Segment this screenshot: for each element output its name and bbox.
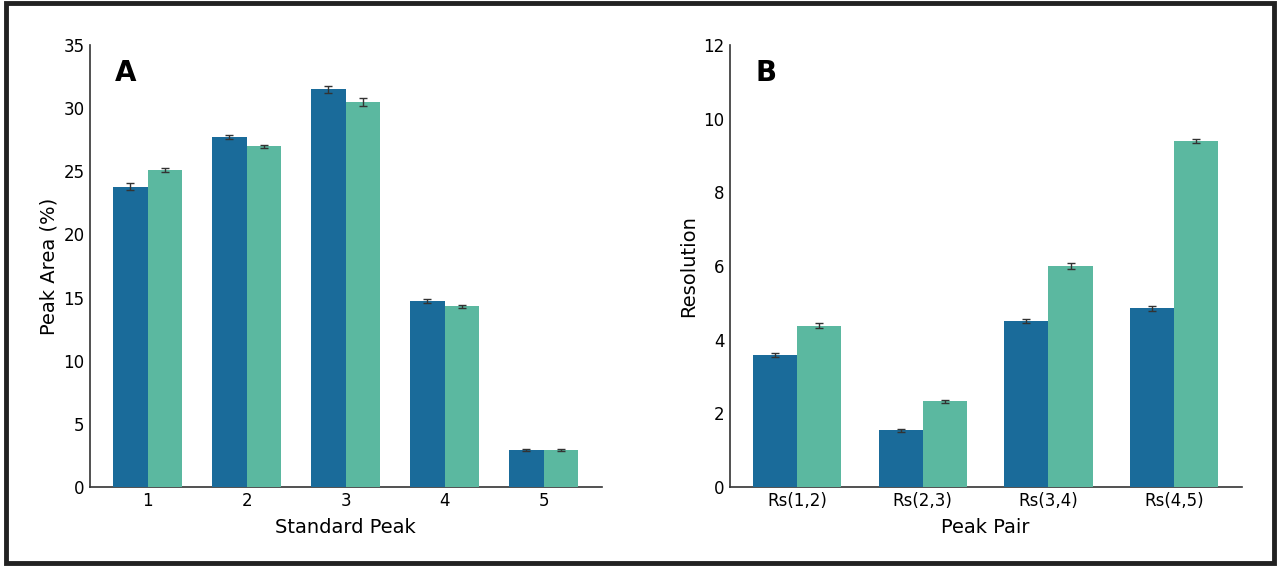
Bar xyxy=(544,449,579,487)
Y-axis label: Resolution: Resolution xyxy=(678,215,698,317)
Text: B: B xyxy=(755,58,777,87)
Bar xyxy=(346,102,380,487)
Bar xyxy=(878,431,923,487)
Text: A: A xyxy=(115,58,137,87)
Bar xyxy=(1048,266,1093,487)
Bar xyxy=(247,146,282,487)
Bar xyxy=(311,89,346,487)
Bar xyxy=(410,301,444,487)
Bar xyxy=(1174,141,1219,487)
X-axis label: Standard Peak: Standard Peak xyxy=(275,518,416,537)
Bar xyxy=(1130,308,1174,487)
Y-axis label: Peak Area (%): Peak Area (%) xyxy=(40,198,58,335)
Bar xyxy=(1005,321,1048,487)
Bar xyxy=(753,355,797,487)
Bar xyxy=(509,450,544,487)
Bar xyxy=(797,325,841,487)
X-axis label: Peak Pair: Peak Pair xyxy=(941,518,1030,537)
Bar xyxy=(113,187,147,487)
Bar xyxy=(212,138,247,487)
Bar xyxy=(147,170,182,487)
Bar xyxy=(923,401,966,487)
Bar xyxy=(444,306,479,487)
